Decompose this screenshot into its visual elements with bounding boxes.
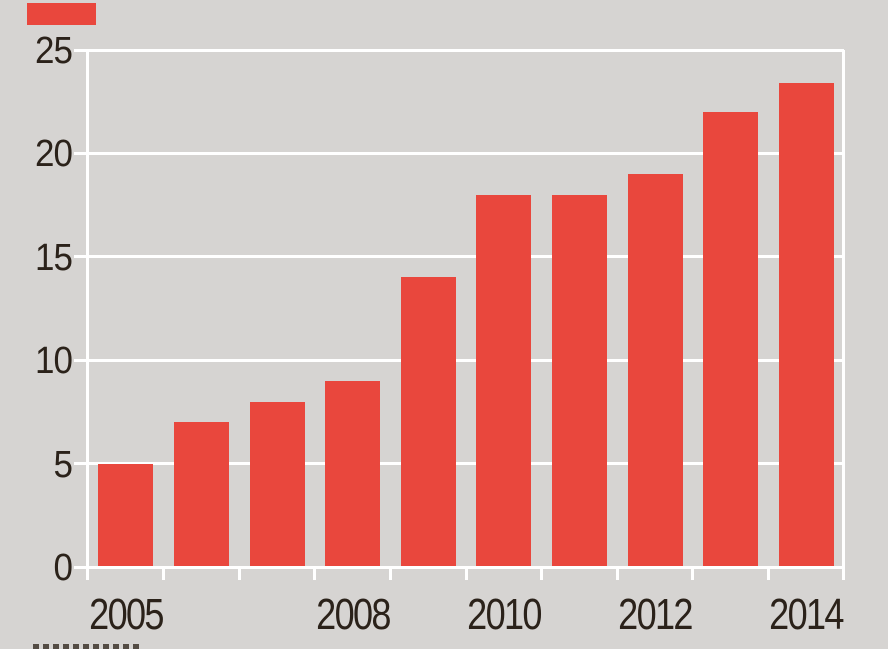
x-axis-tick-label-2008: 2008: [315, 590, 391, 639]
x-axis-tick-label-2010: 2010: [466, 590, 542, 639]
gridline-0: [74, 565, 844, 569]
y-axis-tick-label-15: 15: [34, 236, 73, 279]
bar-2009: [400, 277, 456, 567]
x-axis-tick-9: [766, 567, 770, 580]
gridline-20: [74, 151, 844, 155]
x-axis-tick-7: [615, 567, 619, 580]
y-axis-line: [86, 50, 89, 580]
gridline-15: [74, 255, 844, 259]
plot-right-boundary-line: [842, 50, 845, 580]
x-axis-tick-label-2005: 2005: [88, 590, 164, 639]
y-axis-tick-label-20: 20: [34, 133, 73, 176]
y-axis-tick-label-10: 10: [34, 340, 73, 383]
bar-2012: [627, 174, 683, 567]
x-axis-tick-label-2012: 2012: [618, 590, 693, 639]
bar-2008: [325, 380, 381, 567]
bar-2014: [778, 83, 834, 567]
gridline-10: [74, 358, 844, 362]
gridline-5: [74, 462, 844, 466]
bar-2013: [703, 112, 759, 567]
gridline-25: [74, 48, 844, 52]
x-axis-tick-1: [162, 567, 166, 580]
cropped-caption-remnant: [33, 644, 143, 649]
x-axis-tick-4: [388, 567, 392, 580]
y-axis-tick-label-5: 5: [53, 443, 72, 486]
y-axis-tick-label-0: 0: [53, 547, 72, 589]
x-axis-tick-6: [540, 567, 544, 580]
x-axis-tick-5: [464, 567, 468, 580]
bar-2010: [476, 194, 532, 567]
bar-2007: [249, 401, 305, 567]
y-axis-tick-label-25: 25: [34, 30, 73, 72]
x-axis-tick-2: [237, 567, 241, 580]
red-corner-block: [27, 3, 96, 25]
bar-2011: [551, 194, 607, 567]
x-axis-tick-label-2014: 2014: [769, 590, 844, 639]
x-axis-tick-8: [691, 567, 695, 580]
bar-2006: [173, 422, 229, 567]
bar-2005: [98, 463, 154, 567]
x-axis-tick-3: [313, 567, 317, 580]
